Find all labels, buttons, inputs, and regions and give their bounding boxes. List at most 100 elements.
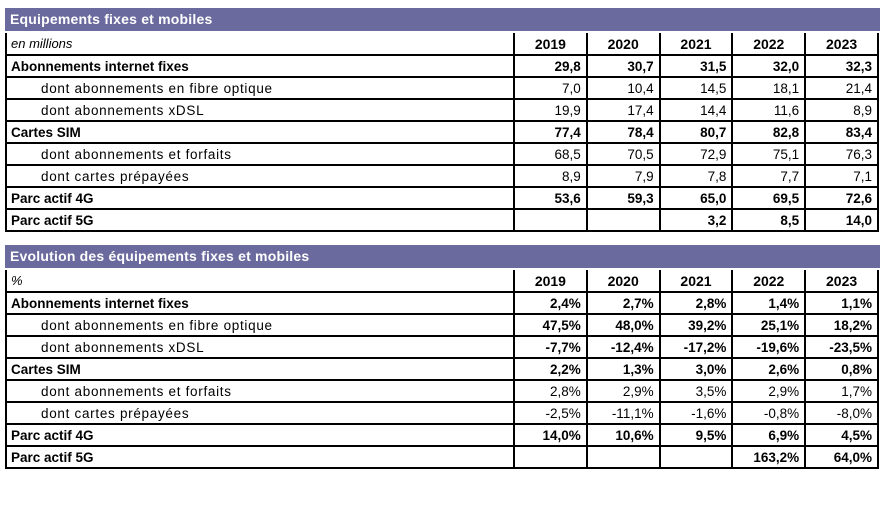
value-cell: 47,5% (513, 313, 588, 337)
year-header: 2023 (804, 270, 879, 293)
value-cell: 65,0 (658, 186, 734, 210)
value-cell: -7,7% (513, 335, 588, 359)
value-cell: 14,0 (804, 208, 879, 232)
value-cell: 2,7% (585, 291, 661, 315)
row-label: Abonnements internet fixes (5, 54, 515, 78)
year-header: 2023 (804, 33, 879, 56)
value-cell: -11,1% (585, 401, 661, 425)
table-title-bar: Evolution des équipements fixes et mobil… (5, 245, 880, 268)
year-header: 2019 (513, 33, 588, 56)
value-cell: 7,1 (804, 164, 879, 188)
table-row: dont abonnements et forfaits 2,8% 2,9% 3,5%… (5, 379, 879, 403)
value-cell: 10,6% (585, 423, 661, 447)
value-cell: 8,9 (513, 164, 588, 188)
value-cell: 2,8% (658, 291, 734, 315)
value-cell: 17,4 (585, 98, 661, 122)
row-label: dont abonnements et forfaits (5, 379, 515, 403)
table-row: dont abonnements et forfaits 68,5 70,5 72,9… (5, 142, 879, 166)
value-cell: 7,0 (513, 76, 588, 100)
table-block-evolution: Evolution des équipements fixes et mobil… (5, 245, 880, 469)
value-cell: 8,5 (731, 208, 807, 232)
value-cell: 2,4% (513, 291, 588, 315)
value-cell: 0,8% (804, 357, 879, 381)
value-cell: -19,6% (731, 335, 807, 359)
value-cell: 31,5 (658, 54, 734, 78)
table-row: Parc actif 5G 163,2% 64,0% (5, 445, 879, 469)
row-label: dont abonnements en fibre optique (5, 76, 515, 100)
year-header: 2022 (731, 33, 807, 56)
value-cell: 7,9 (585, 164, 661, 188)
value-cell: -8,0% (804, 401, 879, 425)
value-cell: 77,4 (513, 120, 588, 144)
row-label: dont cartes prépayées (5, 164, 515, 188)
value-cell: 75,1 (731, 142, 807, 166)
unit-label: en millions (5, 33, 515, 56)
value-cell: 70,5 (585, 142, 661, 166)
value-cell: 4,5% (804, 423, 879, 447)
value-cell: 30,7 (585, 54, 661, 78)
table-title: Equipements fixes et mobiles (10, 11, 213, 27)
value-cell: 163,2% (731, 445, 807, 469)
table-header-row: % 2019 2020 2021 2022 2023 (5, 270, 879, 293)
value-cell: 19,9 (513, 98, 588, 122)
table-block-equipements: Equipements fixes et mobiles en millions… (5, 8, 880, 232)
value-cell: 68,5 (513, 142, 588, 166)
row-label: Parc actif 4G (5, 423, 515, 447)
table-row: dont cartes prépayées -2,5% -11,1% -1,6% -0,… (5, 401, 879, 425)
row-label: Cartes SIM (5, 357, 515, 381)
value-cell: 39,2% (658, 313, 734, 337)
value-cell: 18,1 (731, 76, 807, 100)
value-cell: 14,0% (513, 423, 588, 447)
value-cell: -17,2% (658, 335, 734, 359)
value-cell: -2,5% (513, 401, 588, 425)
row-label: Cartes SIM (5, 120, 515, 144)
table-row: Abonnements internet fixes 2,4% 2,7% 2,8% 1,… (5, 291, 879, 315)
value-cell: 21,4 (804, 76, 879, 100)
value-cell: 14,4 (658, 98, 734, 122)
value-cell: 1,3% (585, 357, 661, 381)
value-cell: 82,8 (731, 120, 807, 144)
table-row: Cartes SIM 2,2% 1,3% 3,0% 2,6% 0,8% (5, 357, 879, 381)
year-header: 2020 (585, 33, 661, 56)
value-cell: 69,5 (731, 186, 807, 210)
value-cell: 2,6% (731, 357, 807, 381)
report-page: Equipements fixes et mobiles en millions… (5, 8, 880, 469)
value-cell: 2,9% (585, 379, 661, 403)
table-row: Parc actif 4G 14,0% 10,6% 9,5% 6,9% 4,5% (5, 423, 879, 447)
value-cell: 3,0% (658, 357, 734, 381)
table-row: dont abonnements xDSL -7,7% -12,4% -17,2% -1… (5, 335, 879, 359)
value-cell: 76,3 (804, 142, 879, 166)
value-cell: 11,6 (731, 98, 807, 122)
table-title: Evolution des équipements fixes et mobil… (10, 248, 310, 264)
table-row: dont abonnements en fibre optique 47,5% 48… (5, 313, 879, 337)
table-title-bar: Equipements fixes et mobiles (5, 8, 880, 31)
value-cell: 7,7 (731, 164, 807, 188)
table-row: dont cartes prépayées 8,9 7,9 7,8 7,7 7,1 (5, 164, 879, 188)
value-cell (513, 445, 588, 469)
value-cell: 18,2% (804, 313, 879, 337)
value-cell (658, 445, 734, 469)
row-label: dont abonnements xDSL (5, 98, 515, 122)
value-cell: 59,3 (585, 186, 661, 210)
year-header: 2020 (585, 270, 661, 293)
value-cell: 10,4 (585, 76, 661, 100)
row-label: dont abonnements xDSL (5, 335, 515, 359)
value-cell: 8,9 (804, 98, 879, 122)
value-cell (585, 208, 661, 232)
value-cell: -23,5% (804, 335, 879, 359)
value-cell: 2,9% (731, 379, 807, 403)
value-cell: 29,8 (513, 54, 588, 78)
value-cell: 3,2 (658, 208, 734, 232)
value-cell: 83,4 (804, 120, 879, 144)
value-cell: 78,4 (585, 120, 661, 144)
value-cell: 72,9 (658, 142, 734, 166)
value-cell: -12,4% (585, 335, 661, 359)
value-cell: 32,3 (804, 54, 879, 78)
value-cell: 48,0% (585, 313, 661, 337)
value-cell: 2,2% (513, 357, 588, 381)
value-cell: 14,5 (658, 76, 734, 100)
row-label: Parc actif 5G (5, 445, 515, 469)
row-label: Abonnements internet fixes (5, 291, 515, 315)
value-cell (513, 208, 588, 232)
value-cell (585, 445, 661, 469)
